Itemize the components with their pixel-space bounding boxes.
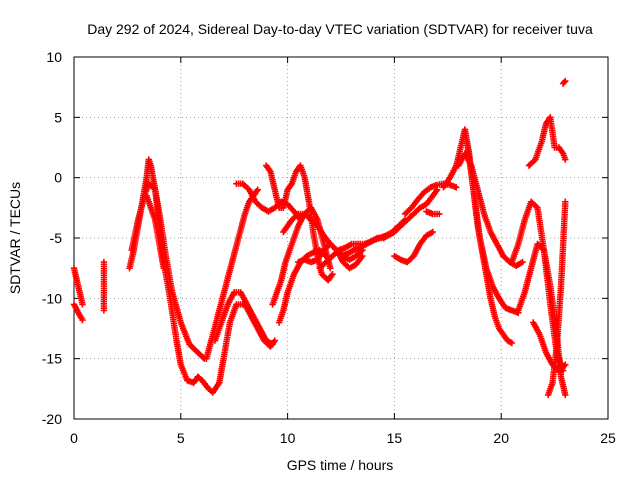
series-arc-23 [515, 240, 569, 399]
x-tick-label: 20 [493, 430, 509, 446]
data-point [519, 258, 526, 266]
data-point [79, 301, 86, 308]
x-tick-label: 5 [177, 430, 185, 446]
y-tick-label: 5 [54, 109, 62, 125]
series-arc-14 [337, 216, 409, 260]
data-points [70, 77, 569, 399]
series-arc-3 [143, 192, 167, 272]
chart-title: Day 292 of 2024, Sidereal Day-to-day VTE… [87, 21, 593, 37]
series-arc-24 [530, 319, 569, 374]
data-point [322, 252, 330, 260]
x-tick-label: 15 [387, 430, 403, 446]
series-arc-17 [401, 180, 460, 218]
series-arc-26 [545, 198, 569, 399]
series-arc-early-2 [70, 301, 86, 324]
data-point [562, 156, 569, 163]
y-tick-label: -10 [42, 290, 62, 306]
y-tick-label: -20 [42, 411, 62, 427]
x-tick-label: 0 [70, 430, 78, 446]
data-point [562, 198, 569, 205]
series-arc-5 [203, 186, 261, 362]
series-arc-2 [128, 180, 208, 362]
gridlines [74, 57, 608, 419]
x-tick-label: 25 [600, 430, 616, 446]
data-point [562, 77, 569, 85]
data-point [269, 341, 276, 348]
y-tick-label: 10 [46, 49, 62, 65]
data-point [429, 228, 436, 236]
series-arc-21 [463, 138, 522, 316]
x-tick-label: 10 [280, 430, 296, 446]
data-point [271, 337, 278, 344]
series-arc-6 [211, 289, 276, 348]
data-point [254, 186, 261, 193]
data-point [327, 265, 334, 272]
data-point [562, 391, 569, 399]
x-tick-labels: 0 5 10 15 20 25 [70, 430, 616, 446]
data-point [533, 203, 540, 210]
data-point [160, 265, 167, 272]
data-point [293, 211, 301, 219]
data-point [508, 339, 516, 347]
series-arc-12 [295, 240, 366, 272]
data-point [562, 361, 569, 368]
series-arc-18 [423, 208, 443, 218]
series-arc-27 [559, 77, 569, 87]
series-arc-15 [380, 186, 441, 242]
series-arc-16 [391, 228, 436, 266]
series-arc-early-3 [100, 258, 108, 314]
data-point [100, 307, 108, 314]
y-tick-label: -5 [50, 230, 63, 246]
data-point [436, 210, 443, 218]
data-point [329, 271, 336, 278]
data-point [453, 184, 460, 191]
y-axis-label: SDTVAR / TECUs [7, 182, 23, 294]
x-axis-label: GPS time / hours [287, 457, 394, 473]
data-point [560, 362, 568, 370]
y-tick-label: 0 [54, 170, 62, 186]
y-tick-label: -15 [42, 351, 62, 367]
data-point [561, 79, 568, 86]
axis-ticks [73, 56, 609, 420]
data-point [79, 316, 86, 324]
y-tick-labels: -20 -15 -10 -5 0 5 10 [42, 49, 62, 427]
data-point [539, 245, 546, 253]
data-point [359, 252, 366, 260]
series-arc-early-1 [70, 265, 86, 308]
series-arc-25 [525, 114, 569, 169]
